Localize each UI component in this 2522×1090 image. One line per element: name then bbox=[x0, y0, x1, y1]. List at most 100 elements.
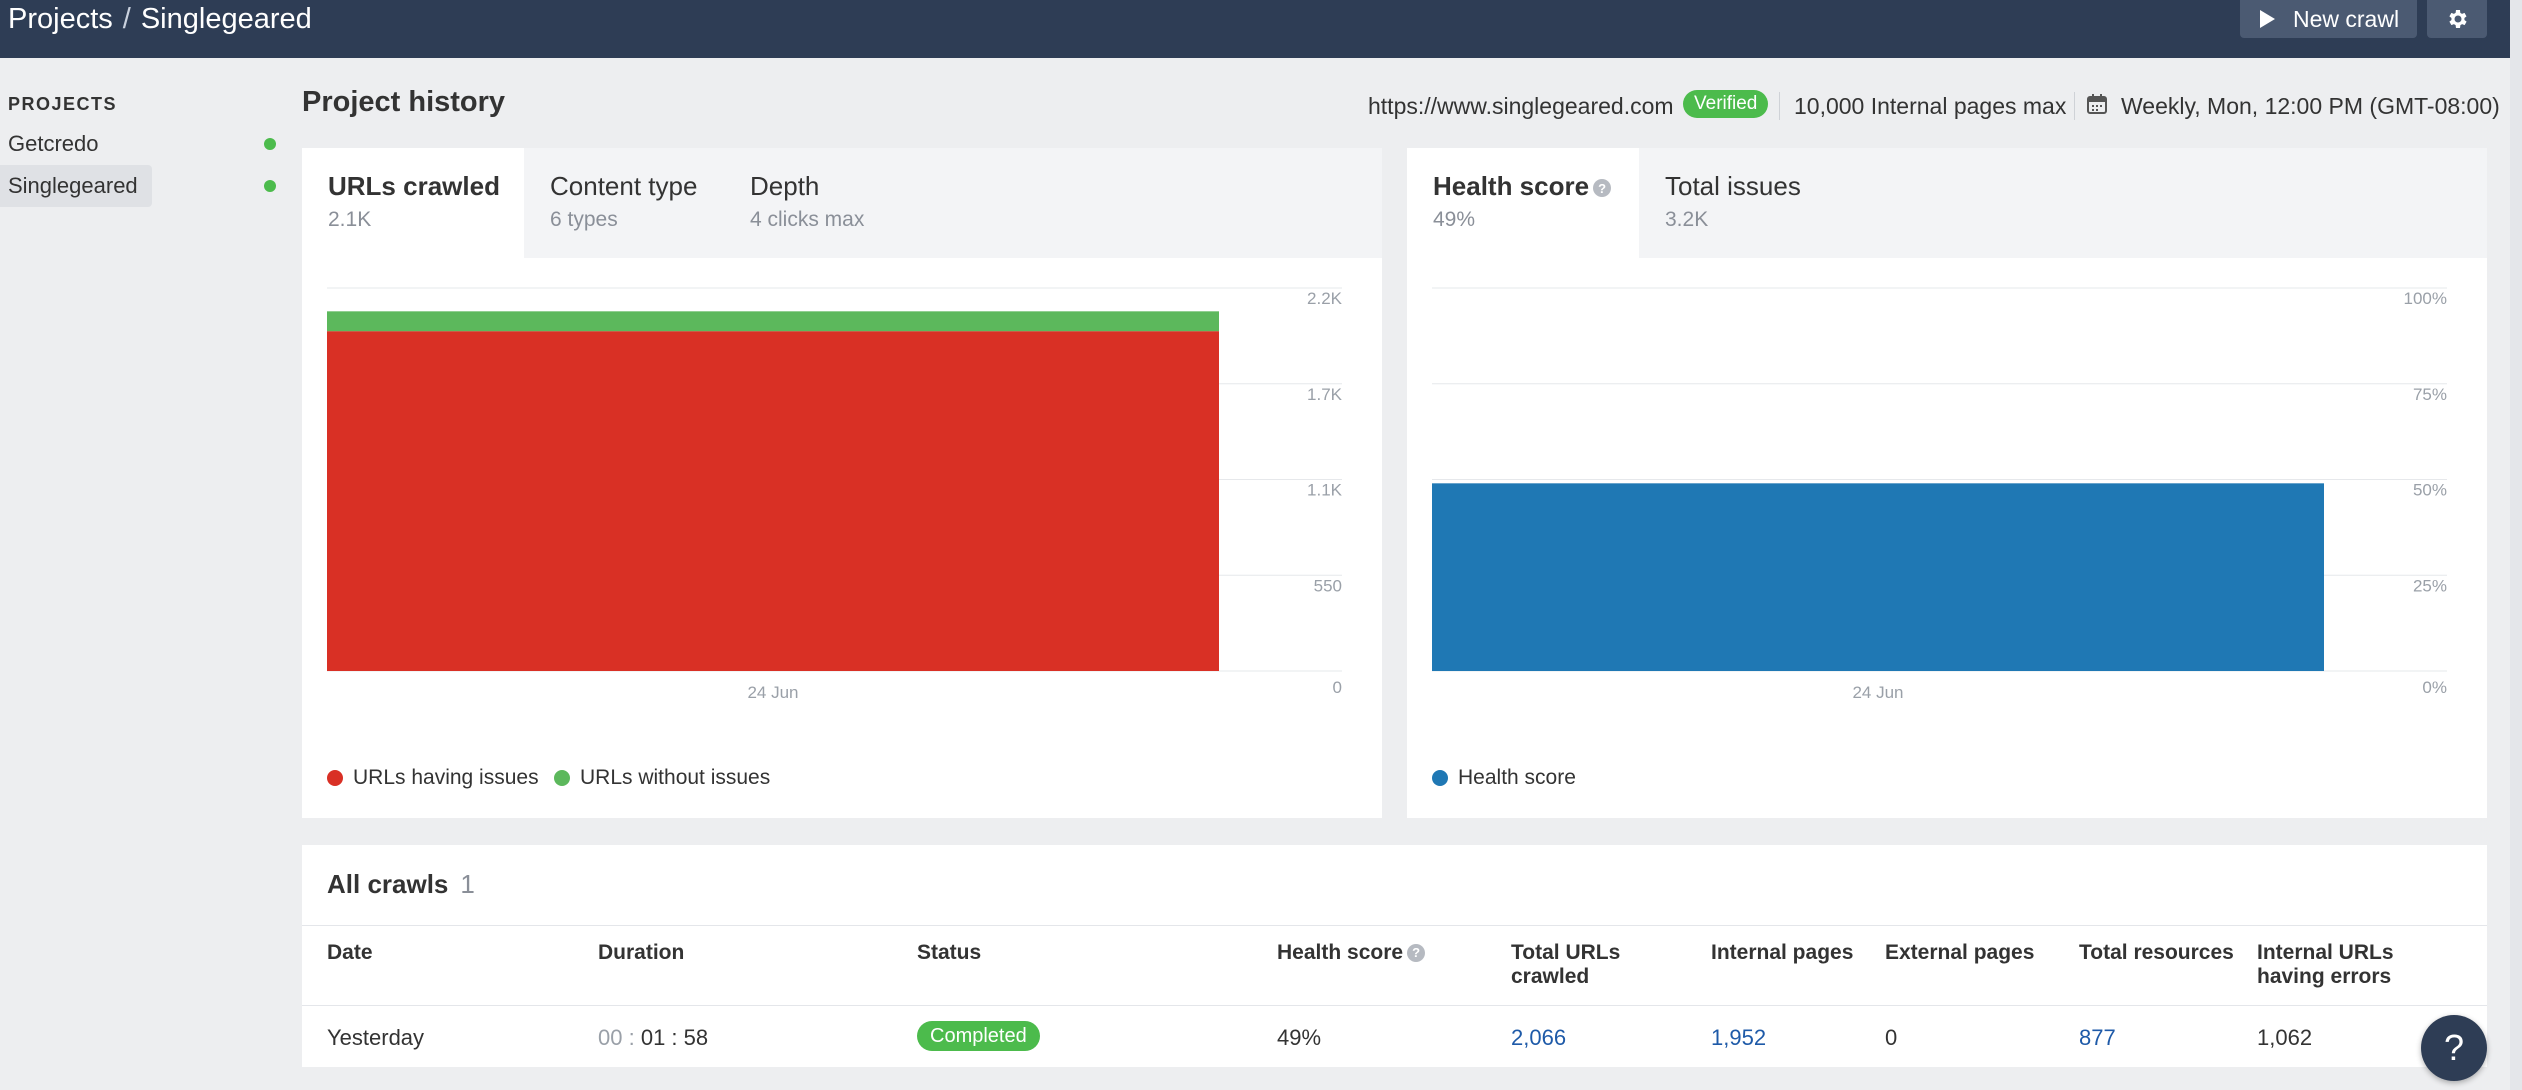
y-tick-label: 2.2K bbox=[1307, 289, 1343, 308]
all-crawls-card: All crawls 1 Date Duration Status Health … bbox=[302, 845, 2487, 1067]
crawl-internal-pages-link[interactable]: 1,952 bbox=[1711, 1025, 1767, 1050]
tab-sub: 4 clicks max bbox=[750, 208, 865, 231]
tab-total-issues[interactable]: Total issues 3.2K bbox=[1639, 148, 1839, 258]
divider bbox=[1779, 92, 1780, 120]
y-tick-label: 0% bbox=[2422, 678, 2447, 697]
settings-button[interactable] bbox=[2427, 0, 2487, 38]
tab-sub: 2.1K bbox=[328, 208, 372, 231]
project-url-link[interactable]: https://www.singlegeared.com bbox=[1368, 92, 1674, 119]
tab-sub: 3.2K bbox=[1665, 208, 1709, 231]
y-tick-label: 1.7K bbox=[1307, 385, 1343, 404]
gear-icon bbox=[2449, 10, 2467, 28]
breadcrumb-separator: / bbox=[122, 3, 131, 35]
area-urls-having-issues[interactable] bbox=[327, 331, 1219, 671]
crawl-schedule-text[interactable]: Weekly, Mon, 12:00 PM (GMT-08:00) bbox=[2121, 92, 2500, 119]
breadcrumb-projects-link[interactable]: Projects bbox=[8, 3, 113, 35]
legend-health-score[interactable]: Health score bbox=[1432, 766, 1576, 790]
tab-content-type[interactable]: Content type 6 types bbox=[524, 148, 724, 258]
play-icon bbox=[2260, 10, 2275, 28]
col-status-header[interactable]: Status bbox=[917, 941, 982, 964]
crawl-chart-tabs: URLs crawled 2.1K Content type 6 types D… bbox=[302, 148, 1382, 258]
col-total-urls-header[interactable]: Total URLs crawled bbox=[1511, 941, 1621, 988]
tab-sub: 49% bbox=[1433, 208, 1476, 231]
page-title: Project history bbox=[302, 86, 506, 118]
legend-label: URLs having issues bbox=[353, 766, 539, 789]
crawl-history-card: URLs crawled 2.1K Content type 6 types D… bbox=[302, 148, 1382, 818]
col-internal-errors-header[interactable]: Internal URLs having errors bbox=[2257, 941, 2394, 988]
y-tick-label: 75% bbox=[2413, 385, 2447, 404]
tab-label: Depth bbox=[750, 171, 820, 201]
y-tick-label: 25% bbox=[2413, 576, 2447, 595]
duration-hours: 00 bbox=[598, 1025, 623, 1050]
tab-depth[interactable]: Depth 4 clicks max bbox=[724, 148, 924, 258]
x-tick-label: 24 Jun bbox=[747, 683, 798, 702]
sidebar-item-label: Getcredo bbox=[8, 131, 99, 156]
legend-label: Health score bbox=[1458, 766, 1576, 789]
new-crawl-button[interactable]: New crawl bbox=[2240, 0, 2417, 38]
help-icon[interactable]: ? bbox=[1407, 944, 1426, 963]
sidebar-item-label: Singlegeared bbox=[8, 173, 138, 198]
tab-label: URLs crawled bbox=[328, 171, 500, 201]
breadcrumb-current: Singlegeared bbox=[140, 3, 312, 35]
crawl-internal-errors: 1,062 bbox=[2257, 1025, 2313, 1050]
breadcrumb: Projects / Singlegeared bbox=[8, 2, 312, 36]
legend-dot bbox=[554, 770, 570, 786]
all-crawls-count: 1 bbox=[460, 869, 475, 899]
tab-label: Content type bbox=[550, 171, 698, 201]
scrollbar[interactable] bbox=[2510, 0, 2522, 1090]
new-crawl-label: New crawl bbox=[2293, 5, 2400, 32]
area-health-score[interactable] bbox=[1432, 483, 2324, 671]
tab-health-score[interactable]: Health score? 49% bbox=[1407, 148, 1639, 258]
y-tick-label: 1.1K bbox=[1307, 481, 1343, 500]
sidebar-heading: PROJECTS bbox=[8, 94, 118, 114]
tab-label: Total issues bbox=[1665, 171, 1801, 201]
col-external-pages-header[interactable]: External pages bbox=[1885, 941, 2035, 964]
crawl-total-resources-link[interactable]: 877 bbox=[2079, 1025, 2116, 1050]
project-status-dot bbox=[264, 180, 276, 192]
area-urls-without-issues[interactable] bbox=[327, 311, 1219, 332]
tab-label: Health score bbox=[1433, 171, 1590, 201]
duration-minutes-seconds: 01 : 58 bbox=[640, 1025, 709, 1050]
divider bbox=[302, 1005, 2487, 1006]
crawl-external-pages: 0 bbox=[1885, 1025, 1898, 1050]
col-health-score-header[interactable]: Health score? bbox=[1277, 941, 1426, 965]
verified-badge: Verified bbox=[1683, 90, 1769, 118]
divider bbox=[302, 925, 2487, 926]
col-date-header[interactable]: Date bbox=[327, 941, 373, 964]
status-badge: Completed bbox=[917, 1021, 1040, 1051]
legend-urls-having-issues[interactable]: URLs having issues bbox=[327, 766, 539, 790]
divider bbox=[2074, 92, 2075, 120]
y-tick-label: 100% bbox=[2404, 289, 2447, 308]
project-status-dot bbox=[264, 138, 276, 150]
sidebar-item-singlegeared[interactable]: Singlegeared bbox=[0, 165, 152, 207]
col-total-resources-header[interactable]: Total resources bbox=[2079, 941, 2234, 964]
y-tick-label: 50% bbox=[2413, 481, 2447, 500]
crawl-duration: 00 : 01 : 58 bbox=[598, 1025, 708, 1051]
urls-crawled-chart: 0 550 1.1K 1.7K 2.2K 24 Jun bbox=[327, 287, 1343, 702]
crawl-date: Yesterday bbox=[327, 1025, 425, 1050]
legend-urls-without-issues[interactable]: URLs without issues bbox=[554, 766, 770, 790]
calendar-icon bbox=[2087, 94, 2107, 114]
help-chat-button[interactable]: ? bbox=[2421, 1015, 2487, 1081]
top-bar: Projects / Singlegeared New crawl bbox=[0, 0, 2522, 58]
tab-sub: 6 types bbox=[550, 208, 618, 231]
help-icon[interactable]: ? bbox=[1593, 179, 1612, 198]
all-crawls-label: All crawls bbox=[327, 869, 449, 899]
health-score-chart: 0% 25% 50% 75% 100% 24 Jun bbox=[1432, 287, 2447, 702]
x-tick-label: 24 Jun bbox=[1852, 683, 1903, 702]
all-crawls-title: All crawls 1 bbox=[327, 869, 475, 900]
health-history-card: Health score? 49% Total issues 3.2K 0% 25… bbox=[1407, 148, 2487, 818]
tab-urls-crawled[interactable]: URLs crawled 2.1K bbox=[302, 148, 524, 258]
col-duration-header[interactable]: Duration bbox=[598, 941, 685, 964]
pages-limit-text[interactable]: 10,000 Internal pages max bbox=[1794, 92, 2067, 119]
sidebar-item-getcredo[interactable]: Getcredo bbox=[0, 123, 99, 165]
col-health-score-label: Health score bbox=[1277, 941, 1404, 964]
duration-separator: : bbox=[622, 1025, 641, 1050]
legend-dot bbox=[1432, 770, 1448, 786]
crawl-total-urls-link[interactable]: 2,066 bbox=[1511, 1025, 1567, 1050]
legend-dot bbox=[327, 770, 343, 786]
y-tick-label: 550 bbox=[1314, 576, 1342, 595]
crawl-health-score: 49% bbox=[1277, 1025, 1322, 1050]
col-internal-pages-header[interactable]: Internal pages bbox=[1711, 941, 1854, 964]
tab-label-wrap: Health score? bbox=[1433, 171, 1612, 202]
